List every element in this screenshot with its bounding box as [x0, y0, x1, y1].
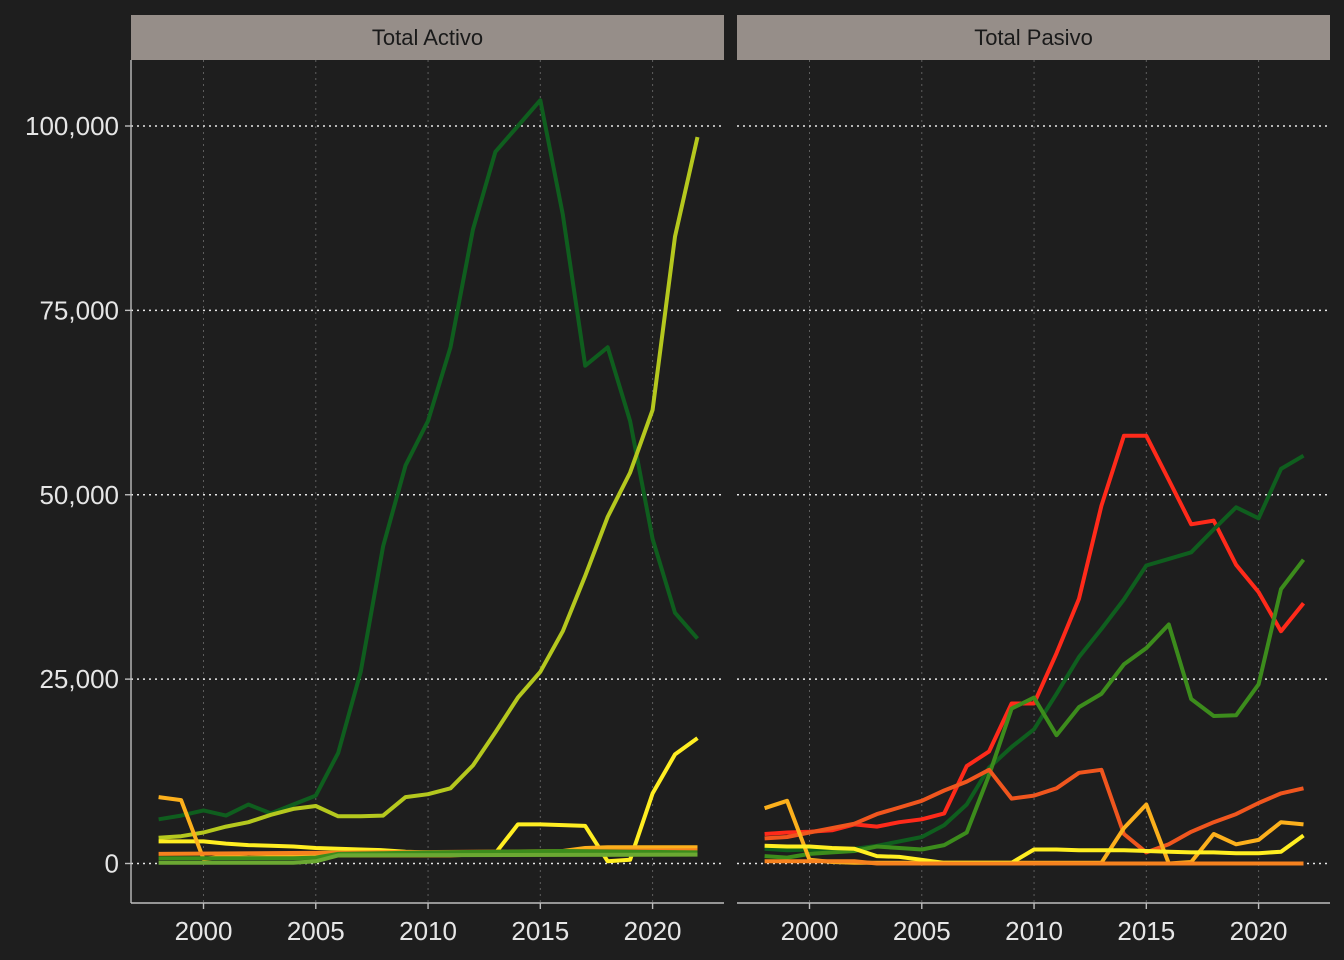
x-tick-label: 2015 [1117, 916, 1175, 946]
y-tick-label: 50,000 [39, 480, 119, 510]
series-line-6 [764, 833, 1305, 865]
series-lines-total-pasivo [763, 433, 1306, 866]
y-tick-label: 75,000 [39, 295, 119, 325]
panel-total-pasivo: Total Pasivo [737, 15, 1330, 903]
x-tick-label: 2010 [1005, 916, 1063, 946]
series-line-4 [764, 767, 1304, 855]
x-tick-label: 2020 [1230, 916, 1288, 946]
strip-total-pasivo [737, 15, 1330, 60]
x-tick-label: 2020 [624, 916, 682, 946]
grid-total-pasivo [737, 60, 1330, 903]
x-tick-label: 2000 [781, 916, 839, 946]
strip-total-activo [131, 15, 724, 60]
x-tick-label: 2005 [893, 916, 951, 946]
x-tick-label: 2005 [287, 916, 345, 946]
series-line-3 [764, 558, 1306, 860]
series-line-7 [764, 859, 1304, 866]
grid-total-activo [131, 60, 724, 903]
y-tick-label: 100,000 [25, 111, 119, 141]
series-lines-total-activo [158, 98, 700, 865]
panel-total-activo: Total Activo [131, 15, 724, 903]
series-line-2 [158, 136, 700, 840]
x-tick-label: 2010 [399, 916, 457, 946]
y-tick-label: 0 [105, 849, 119, 879]
series-line-6 [158, 849, 698, 861]
x-tick-label: 2000 [175, 916, 233, 946]
y-tick-label: 25,000 [39, 664, 119, 694]
axes: 2000 2005 2010 2015 2020 2000 2005 2010 2015 2020… [25, 60, 1330, 946]
series-line-7 [158, 852, 698, 865]
x-tick-label: 2015 [511, 916, 569, 946]
series-line-1 [158, 98, 700, 822]
strip-title-total-pasivo: Total Pasivo [974, 25, 1093, 50]
strip-title-total-activo: Total Activo [372, 25, 483, 50]
